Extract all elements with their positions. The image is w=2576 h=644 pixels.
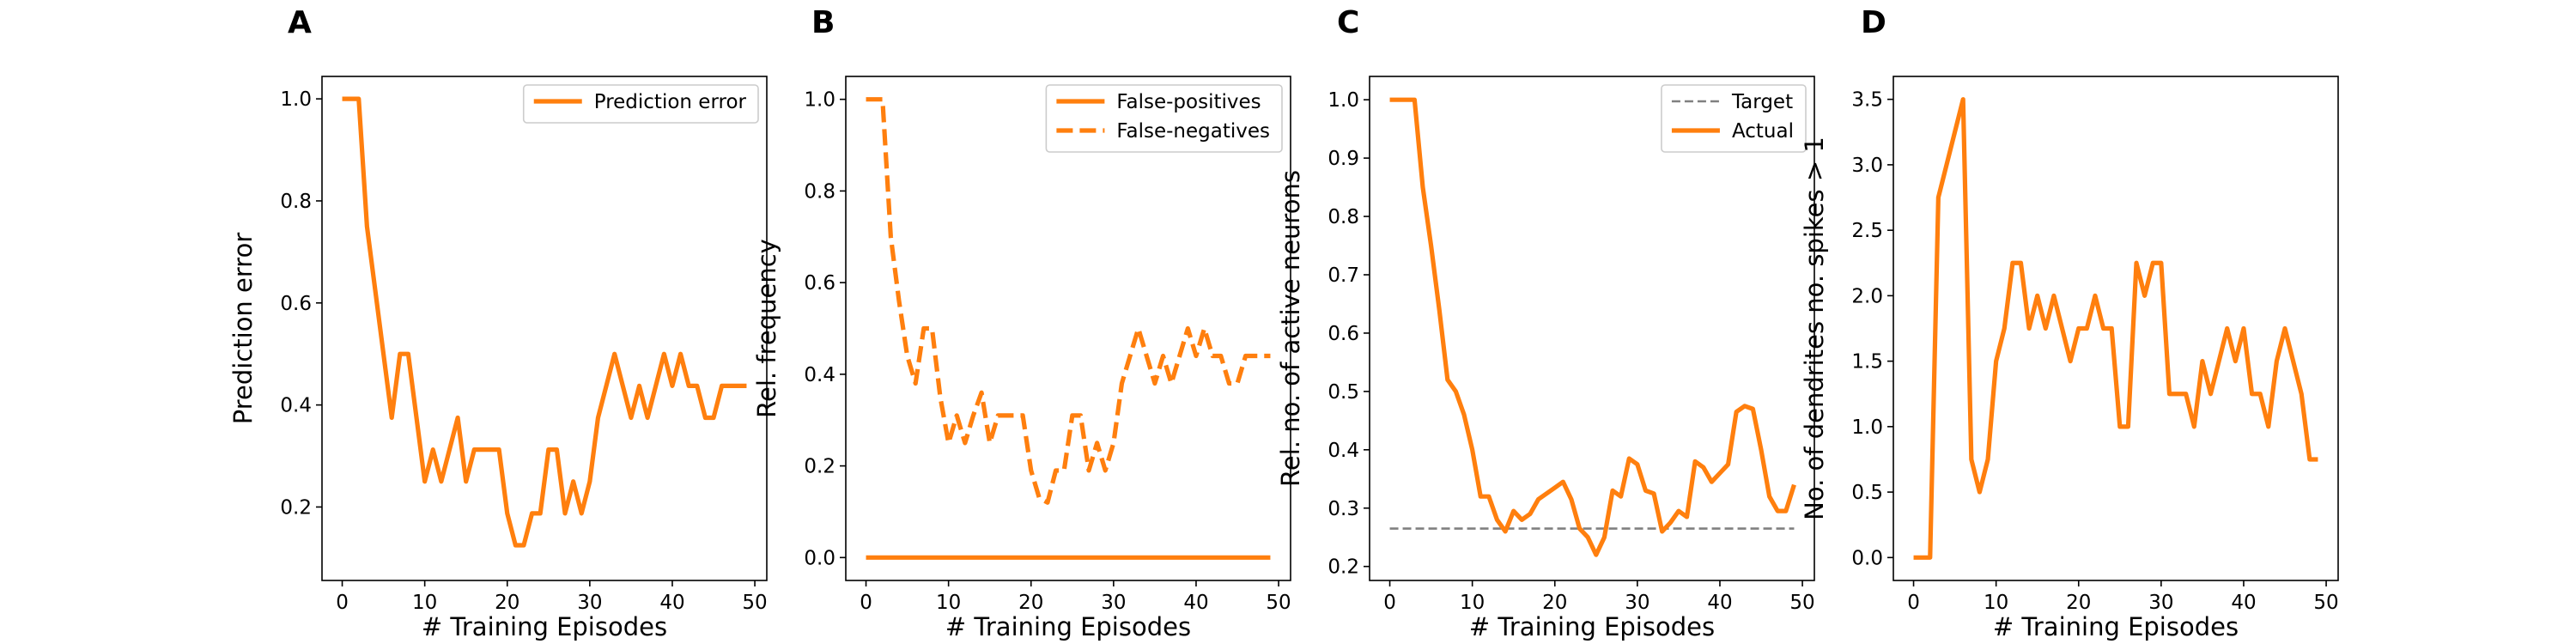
x-tick-label: 0 [1907,592,1920,614]
x-tick-label: 0 [860,592,872,614]
y-tick-label: 0.4 [1327,440,1359,462]
legend: False-positives False-negatives [1045,84,1283,153]
x-axis-label: # Training Episodes [422,612,667,641]
legend-label: False-positives [1116,91,1261,113]
x-tick-label: 0 [336,592,349,614]
legend-box [522,84,759,124]
y-tick-label: 0.9 [1327,148,1359,170]
axes-frame [1893,76,2339,581]
x-axis-label: # Training Episodes [945,612,1191,641]
x-tick-label: 0 [1383,592,1396,614]
series-line-dendrites [1913,97,2318,560]
series-line-prediction-error [342,96,747,548]
series-line-false-negatives [866,97,1271,505]
y-tick-label: 0.8 [280,191,312,213]
x-tick-label: 10 [1460,592,1485,614]
panel-letter: B [811,5,835,40]
x-tick-label: 30 [577,592,602,614]
y-axis-label: Rel. no. of active neurons [1276,170,1305,487]
x-tick-label: 20 [1542,592,1567,614]
x-tick-label: 40 [1707,592,1732,614]
legend-label: Target [1731,91,1793,113]
x-tick-label: 20 [2066,592,2091,614]
axes-frame [845,76,1291,581]
y-tick-label: 1.0 [804,89,835,112]
axes-frame [1369,76,1815,581]
y-axis-label: Rel. frequency [752,239,781,418]
y-tick-label: 1.0 [1851,416,1883,439]
x-tick-label: 40 [1183,592,1208,614]
y-axis-label: Prediction error [228,233,258,425]
axes-frame [321,76,768,581]
x-tick-label: 20 [1018,592,1043,614]
legend-label: False-negatives [1116,120,1270,143]
y-tick-label: 0.8 [1327,206,1359,228]
y-tick-label: 0.6 [804,272,835,295]
y-tick-label: 0.8 [804,180,835,203]
y-tick-label: 2.0 [1851,285,1883,307]
y-tick-label: 0.5 [1851,482,1883,504]
y-tick-label: 0.0 [804,547,835,569]
x-tick-label: 30 [2148,592,2173,614]
legend: Target Actual [1661,84,1807,153]
panel-letter: D [1861,5,1886,40]
legend-label: Actual [1732,120,1794,143]
y-tick-label: 0.2 [280,496,312,519]
legend-box [1045,84,1283,153]
y-tick-label: 0.4 [280,395,312,417]
x-axis-label: # Training Episodes [1469,612,1715,641]
y-tick-label: 1.5 [1851,351,1883,374]
chart-panel-b: B 0 10 20 30 40 50 0.0 0.2 0.4 0.6 0.8 1.0 # Training… [752,5,1291,641]
y-tick-label: 0.3 [1327,498,1359,520]
y-tick-label: 0.4 [804,364,835,386]
panel-letter: A [288,5,312,40]
x-tick-label: 10 [936,592,961,614]
x-tick-label: 50 [1789,592,1814,614]
y-tick-label: 3.5 [1851,89,1883,112]
x-tick-label: 40 [2231,592,2256,614]
x-tick-label: 30 [1625,592,1649,614]
y-axis-label: No. of dendrites no. spikes > 1 [1800,137,1829,520]
x-tick-label: 50 [1266,592,1291,614]
x-tick-label: 20 [495,592,519,614]
y-tick-label: 0.0 [1851,547,1883,569]
x-tick-label: 50 [2313,592,2338,614]
legend: Prediction error [522,84,759,124]
y-tick-label: 0.7 [1327,264,1359,287]
y-tick-label: 0.6 [1327,323,1359,345]
y-tick-label: 2.5 [1851,220,1883,242]
y-tick-label: 3.0 [1851,155,1883,177]
chart-panel-a: A 0 10 20 30 40 50 0.2 0.4 0.6 0.8 1.0 # Training Ep… [228,5,768,641]
chart-panel-c: C 0 10 20 30 40 50 0.2 0.3 0.4 0.5 0.6 0.7 0.8 0.9 1.0 #… [1276,5,1815,641]
y-tick-label: 0.6 [280,293,312,315]
x-tick-label: 40 [659,592,684,614]
x-tick-label: 50 [742,592,767,614]
chart-panel-d: D 0 10 20 30 40 50 0.0 0.5 1.0 1.5 2.0 2.5 3.0 3.5 # Tr… [1800,5,2339,641]
y-tick-label: 0.5 [1327,381,1359,404]
x-axis-label: # Training Episodes [1993,612,2239,641]
x-tick-label: 10 [1984,592,2008,614]
y-tick-label: 1.0 [280,88,312,111]
y-tick-label: 0.2 [1327,556,1359,579]
y-tick-label: 0.2 [804,456,835,478]
series-line-actual [1389,97,1796,557]
panel-letter: C [1337,5,1359,40]
x-tick-label: 10 [412,592,437,614]
x-tick-label: 30 [1101,592,1126,614]
legend-label: Prediction error [594,91,747,113]
y-tick-label: 1.0 [1327,89,1359,112]
